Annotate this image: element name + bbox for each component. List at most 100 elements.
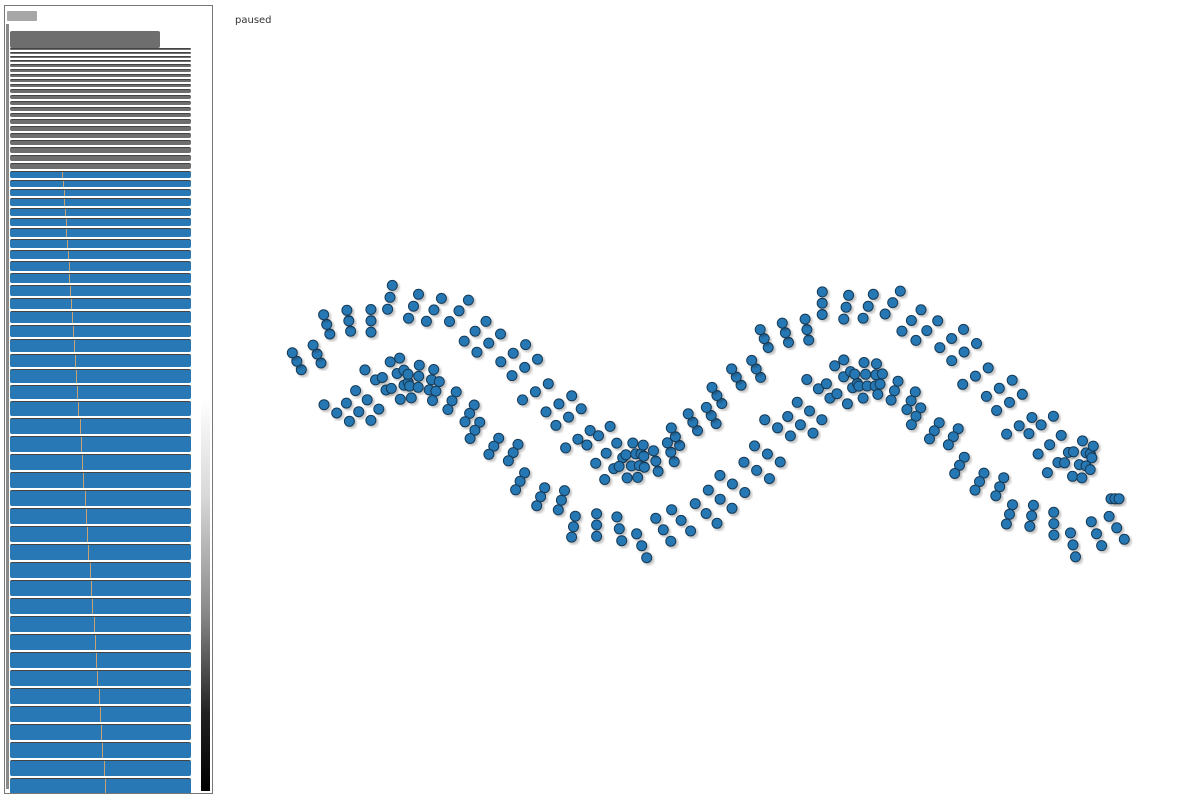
graph-node[interactable] xyxy=(716,398,728,409)
graph-node[interactable] xyxy=(1004,396,1015,408)
graph-node[interactable] xyxy=(365,414,377,426)
graph-node[interactable] xyxy=(761,448,773,460)
graph-node[interactable] xyxy=(867,288,879,300)
graph-node[interactable] xyxy=(483,448,495,460)
graph-node[interactable] xyxy=(1118,533,1130,545)
graph-node[interactable] xyxy=(783,336,794,348)
graph-node[interactable] xyxy=(910,410,922,422)
graph-node[interactable] xyxy=(901,404,913,415)
graph-node[interactable] xyxy=(958,323,969,335)
graph-node[interactable] xyxy=(555,494,567,506)
graph-node[interactable] xyxy=(520,339,532,351)
graph-node[interactable] xyxy=(637,439,649,451)
graph-node[interactable] xyxy=(459,416,471,428)
graph-node[interactable] xyxy=(816,414,828,426)
graph-node[interactable] xyxy=(726,363,738,375)
graph-node[interactable] xyxy=(874,378,886,390)
graph-node[interactable] xyxy=(924,433,935,445)
graph-node[interactable] xyxy=(971,338,982,349)
graph-node[interactable] xyxy=(750,363,762,375)
graph-node[interactable] xyxy=(559,485,570,497)
graph-node[interactable] xyxy=(730,371,742,383)
graph-node[interactable] xyxy=(665,446,677,458)
graph-node[interactable] xyxy=(841,398,853,410)
graph-node[interactable] xyxy=(669,431,681,443)
graph-node[interactable] xyxy=(1065,527,1076,539)
graph-node[interactable] xyxy=(1047,410,1059,422)
graph-node[interactable] xyxy=(510,484,522,496)
graph-node[interactable] xyxy=(1001,428,1013,440)
graph-node[interactable] xyxy=(1103,510,1115,522)
graph-node[interactable] xyxy=(711,390,723,401)
graph-node[interactable] xyxy=(1085,516,1097,528)
graph-node[interactable] xyxy=(755,371,767,383)
graph-node[interactable] xyxy=(572,433,584,445)
graph-node[interactable] xyxy=(1048,518,1060,530)
graph-node[interactable] xyxy=(1113,493,1125,505)
graph-node[interactable] xyxy=(569,510,581,522)
graph-node[interactable] xyxy=(702,484,714,496)
graph-node[interactable] xyxy=(519,467,531,479)
graph-node[interactable] xyxy=(611,511,623,523)
graph-node[interactable] xyxy=(512,438,524,450)
graph-node[interactable] xyxy=(469,424,481,436)
graph-node[interactable] xyxy=(762,342,774,353)
graph-node[interactable] xyxy=(566,390,578,402)
graph-node[interactable] xyxy=(1044,439,1056,451)
graph-node[interactable] xyxy=(444,316,455,327)
graph-node[interactable] xyxy=(763,473,775,485)
graph-node[interactable] xyxy=(604,420,616,432)
graph-node[interactable] xyxy=(892,375,904,387)
graph-node[interactable] xyxy=(909,386,921,398)
graph-node[interactable] xyxy=(838,313,850,325)
graph-node[interactable] xyxy=(483,337,495,349)
graph-node[interactable] xyxy=(933,417,945,429)
graph-node[interactable] xyxy=(613,523,625,535)
graph-node[interactable] xyxy=(921,325,933,337)
graph-node[interactable] xyxy=(862,300,874,312)
graph-node[interactable] xyxy=(405,392,417,404)
graph-node[interactable] xyxy=(1004,508,1015,520)
graph-node[interactable] xyxy=(471,346,483,358)
graph-node[interactable] xyxy=(581,439,593,451)
graph-node[interactable] xyxy=(540,406,552,418)
graph-node[interactable] xyxy=(668,456,680,468)
graph-node[interactable] xyxy=(413,370,425,382)
graph-node[interactable] xyxy=(928,425,940,437)
graph-node[interactable] xyxy=(295,364,307,376)
graph-node[interactable] xyxy=(331,407,343,419)
graph-node[interactable] xyxy=(321,318,333,330)
graph-node[interactable] xyxy=(1032,448,1044,460)
graph-node[interactable] xyxy=(803,334,815,346)
graph-node[interactable] xyxy=(464,433,476,444)
graph-node[interactable] xyxy=(958,346,970,358)
graph-node[interactable] xyxy=(1000,518,1012,530)
graph-node[interactable] xyxy=(539,482,551,494)
graph-node[interactable] xyxy=(993,382,1005,394)
graph-node[interactable] xyxy=(433,376,445,388)
graph-node[interactable] xyxy=(711,517,723,529)
graph-node[interactable] xyxy=(341,304,353,316)
graph-node[interactable] xyxy=(758,333,770,345)
graph-node[interactable] xyxy=(885,394,897,406)
graph-node[interactable] xyxy=(566,531,578,543)
graph-node[interactable] xyxy=(1087,440,1099,452)
graph-node[interactable] xyxy=(952,423,964,435)
graph-node[interactable] xyxy=(889,385,900,397)
graph-node[interactable] xyxy=(636,540,648,552)
graph-node[interactable] xyxy=(1111,522,1123,534)
graph-node[interactable] xyxy=(631,528,643,540)
graph-node[interactable] xyxy=(350,385,362,397)
graph-node[interactable] xyxy=(705,410,717,421)
graph-node[interactable] xyxy=(531,500,543,512)
graph-node[interactable] xyxy=(442,404,454,415)
graph-node[interactable] xyxy=(772,422,783,434)
graph-node[interactable] xyxy=(495,356,507,368)
graph-node[interactable] xyxy=(807,427,819,439)
graph-node[interactable] xyxy=(412,381,424,393)
graph-node[interactable] xyxy=(611,437,623,449)
graph-node[interactable] xyxy=(1096,540,1108,552)
graph-node[interactable] xyxy=(621,472,633,484)
graph-node[interactable] xyxy=(519,361,531,373)
graph-node[interactable] xyxy=(949,468,961,479)
